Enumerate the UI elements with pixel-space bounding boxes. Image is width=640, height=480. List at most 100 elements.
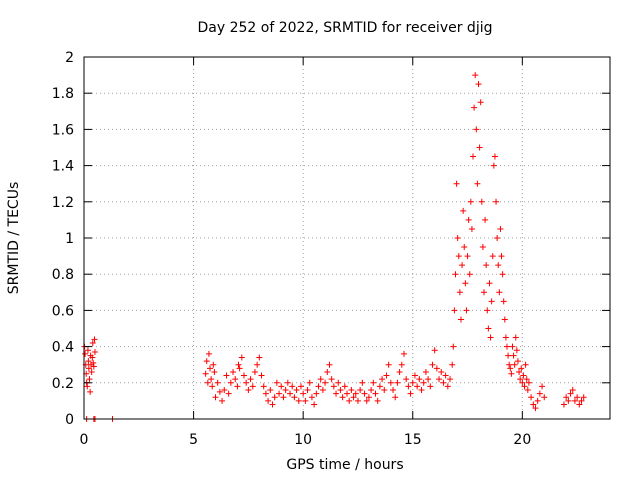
data-point [495, 262, 502, 269]
data-point [86, 376, 93, 383]
data-point [214, 379, 221, 386]
data-point [289, 383, 296, 390]
data-point [265, 397, 272, 404]
data-point [425, 376, 432, 383]
data-point [398, 361, 405, 368]
data-point [91, 349, 98, 356]
data-point [85, 358, 92, 365]
data-point [249, 383, 256, 390]
data-point [315, 383, 322, 390]
y-tick-label: 0.4 [52, 340, 74, 356]
data-point [392, 394, 399, 401]
data-point [478, 198, 485, 205]
data-point [368, 387, 375, 394]
data-point [447, 376, 454, 383]
data-point [474, 180, 481, 187]
data-point [324, 368, 331, 375]
data-point [400, 350, 407, 357]
data-point [565, 397, 572, 404]
data-point [403, 376, 410, 383]
data-point [433, 365, 440, 372]
data-point [502, 334, 509, 341]
data-point [464, 253, 471, 260]
data-point [471, 104, 478, 111]
data-point [385, 361, 392, 368]
data-point [468, 225, 475, 232]
data-point [313, 390, 320, 397]
data-point [89, 339, 96, 346]
data-point [503, 343, 510, 350]
data-point [488, 298, 495, 305]
data-point [521, 383, 528, 390]
data-point [258, 372, 265, 379]
data-point [453, 180, 460, 187]
data-point [517, 376, 524, 383]
data-point [580, 394, 587, 401]
data-point [486, 280, 493, 287]
data-point [459, 262, 466, 269]
data-point [276, 390, 283, 397]
y-tick-label: 1.6 [52, 122, 74, 138]
data-point [409, 379, 416, 386]
data-point [278, 383, 285, 390]
data-point [498, 253, 505, 260]
data-point [225, 390, 232, 397]
data-point [483, 262, 490, 269]
data-point [455, 253, 462, 260]
data-point [370, 379, 377, 386]
data-point [236, 365, 243, 372]
data-point [418, 387, 425, 394]
data-point [322, 379, 329, 386]
x-axis-ticks: 0 5 10 15 20 [80, 57, 531, 448]
data-point [379, 376, 386, 383]
data-point [227, 379, 234, 386]
data-point [287, 390, 294, 397]
x-tick-label: 0 [80, 432, 89, 448]
data-point [405, 383, 412, 390]
data-point [436, 376, 443, 383]
data-point [574, 394, 581, 401]
data-point [208, 376, 215, 383]
y-tick-label: 0.2 [52, 376, 74, 392]
data-point [422, 368, 429, 375]
data-point [477, 99, 484, 106]
data-point [240, 372, 247, 379]
data-point [311, 401, 318, 408]
data-point [350, 394, 357, 401]
x-tick-label: 20 [513, 432, 531, 448]
data-point [519, 379, 526, 386]
y-tick-label: 1.2 [52, 195, 74, 211]
data-point [271, 394, 278, 401]
data-point [396, 368, 403, 375]
data-point [359, 379, 366, 386]
data-point [211, 368, 218, 375]
data-point [461, 244, 468, 251]
data-point [374, 397, 381, 404]
data-point [438, 368, 445, 375]
data-point [440, 379, 447, 386]
y-tick-label: 1.4 [52, 159, 74, 175]
plot-frame [83, 56, 611, 420]
data-point [470, 153, 477, 160]
data-point [376, 383, 383, 390]
data-point [475, 81, 482, 88]
data-point [442, 372, 449, 379]
data-point [507, 365, 514, 372]
data-point [361, 390, 368, 397]
data-point [476, 144, 483, 151]
data-point [234, 383, 241, 390]
y-tick-label: 2 [65, 50, 74, 66]
data-point [500, 298, 507, 305]
data-point [348, 387, 355, 394]
data-point [212, 394, 219, 401]
data-point [372, 390, 379, 397]
data-point [210, 361, 217, 368]
data-point [501, 316, 508, 323]
data-point [232, 376, 239, 383]
data-point [499, 271, 506, 278]
data-point [230, 368, 237, 375]
data-point [293, 387, 300, 394]
data-point [525, 379, 532, 386]
data-point [317, 376, 324, 383]
data-point [304, 387, 311, 394]
